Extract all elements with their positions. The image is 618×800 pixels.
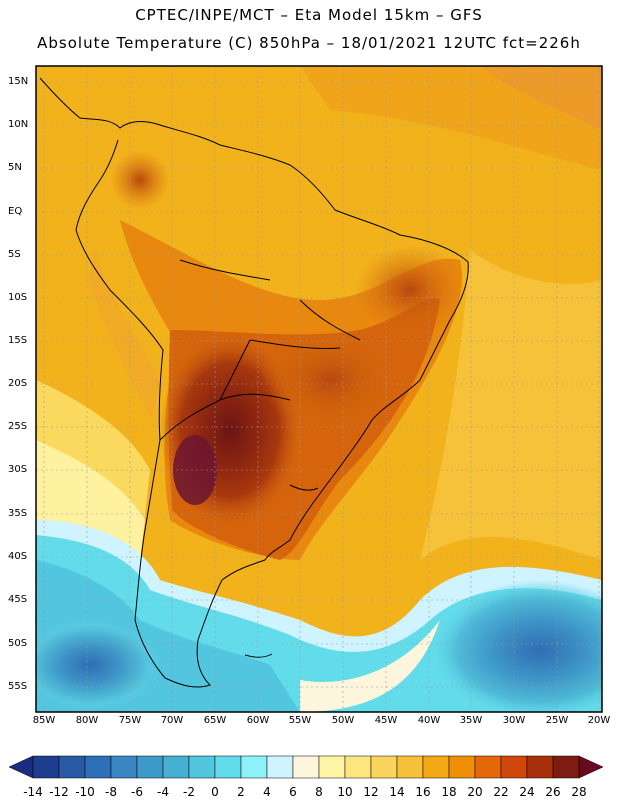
colorbar-label: 4 (263, 785, 271, 799)
colorbar-label: 22 (493, 785, 509, 799)
map-title-line2: Absolute Temperature (C) 850hPa – 18/01/… (37, 34, 581, 52)
field-heat-max (173, 435, 217, 505)
field-cold-core-west (36, 620, 160, 710)
colorbar-label: -14 (23, 785, 43, 799)
lon-label-80w: 80W (75, 715, 99, 726)
colorbar-label: 24 (519, 785, 535, 799)
colorbar-swatch (318, 755, 346, 779)
lon-label-25w: 25W (545, 715, 569, 726)
falklands (244, 653, 273, 658)
colorbar-over-arrow (578, 755, 604, 779)
map-frame (35, 65, 603, 713)
lon-label-30w: 30W (502, 715, 526, 726)
lat-label-5n: 5N (8, 162, 22, 173)
colorbar-swatch (214, 755, 242, 779)
colorbar-label: -6 (131, 785, 143, 799)
river-plate (289, 484, 319, 491)
lat-label-5s: 5S (8, 249, 21, 260)
lat-label-40s: 40S (8, 551, 28, 562)
colorbar-swatch (110, 755, 138, 779)
lat-label-15n: 15N (8, 76, 29, 87)
lon-label-55w: 55W (288, 715, 312, 726)
lon-label-75w: 75W (118, 715, 142, 726)
colorbar-swatch (448, 755, 476, 779)
lat-label-20s: 20S (8, 378, 28, 389)
lon-label-20w: 20W (587, 715, 611, 726)
coastline-main (39, 77, 469, 688)
field-pale-tongue (300, 620, 440, 712)
lon-label-50w: 50W (331, 715, 355, 726)
colorbar-label: -8 (105, 785, 117, 799)
lon-label-85w: 85W (32, 715, 56, 726)
colorbar-swatch (162, 755, 190, 779)
colorbar-swatch (474, 755, 502, 779)
country-borders (159, 259, 361, 441)
lon-label-45w: 45W (374, 715, 398, 726)
lat-label-30s: 30S (8, 464, 28, 475)
field-cold-core-east (430, 580, 602, 712)
temperature-field (36, 66, 602, 712)
lat-label-25s: 25S (8, 421, 28, 432)
lat-label-55s: 55S (8, 681, 28, 692)
colorbar (8, 755, 604, 779)
colorbar-label: 28 (571, 785, 587, 799)
field-andes-cool (88, 250, 160, 420)
colorbar-label: 0 (211, 785, 219, 799)
lat-label-eq: EQ (8, 206, 23, 217)
colorbar-swatch (370, 755, 398, 779)
colorbar-swatch (240, 755, 268, 779)
lat-label-10n: 10N (8, 119, 29, 130)
colorbar-swatch (526, 755, 554, 779)
colorbar-label: -2 (183, 785, 195, 799)
map-title-line1: CPTEC/INPE/MCT – Eta Model 15km – GFS (135, 6, 483, 24)
lat-label-10s: 10S (8, 292, 28, 303)
colorbar-label: 6 (289, 785, 297, 799)
colorbar-swatch (422, 755, 450, 779)
colorbar-label: 8 (315, 785, 323, 799)
colorbar-swatch (552, 755, 580, 779)
colorbar-swatch (58, 755, 86, 779)
colorbar-label: 26 (545, 785, 561, 799)
lat-label-45s: 45S (8, 594, 28, 605)
lon-label-35w: 35W (459, 715, 483, 726)
colorbar-label: 2 (237, 785, 245, 799)
colorbar-swatch (266, 755, 294, 779)
field-east-ocean (420, 250, 602, 560)
colorbar-swatch (396, 755, 424, 779)
coastlines (39, 77, 469, 688)
colorbar-label: -4 (157, 785, 169, 799)
colorbar-swatch (32, 755, 60, 779)
lon-label-40w: 40W (417, 715, 441, 726)
colorbar-label: 18 (441, 785, 457, 799)
lon-label-70w: 70W (160, 715, 184, 726)
colorbar-swatch (292, 755, 320, 779)
colorbar-under-arrow (8, 755, 34, 779)
colorbar-swatch (344, 755, 372, 779)
colorbar-label: -12 (49, 785, 69, 799)
field-heat-central-brazil (260, 330, 400, 430)
lat-label-15s: 15S (8, 335, 28, 346)
colorbar-label: 12 (363, 785, 379, 799)
colorbar-label: -10 (75, 785, 95, 799)
field-heat-colombia (110, 150, 170, 210)
gridlines (36, 66, 602, 712)
colorbar-label: 16 (415, 785, 431, 799)
colorbar-label: 20 (467, 785, 483, 799)
colorbar-label: 14 (389, 785, 405, 799)
colorbar-swatch (84, 755, 112, 779)
lon-label-65w: 65W (203, 715, 227, 726)
colorbar-label: 10 (337, 785, 353, 799)
lat-label-50s: 50S (8, 638, 28, 649)
lat-label-35s: 35S (8, 508, 28, 519)
lon-label-60w: 60W (246, 715, 270, 726)
colorbar-swatch (188, 755, 216, 779)
field-heat-ne-brazil (355, 245, 465, 335)
colorbar-swatch (136, 755, 164, 779)
colorbar-swatch (500, 755, 528, 779)
